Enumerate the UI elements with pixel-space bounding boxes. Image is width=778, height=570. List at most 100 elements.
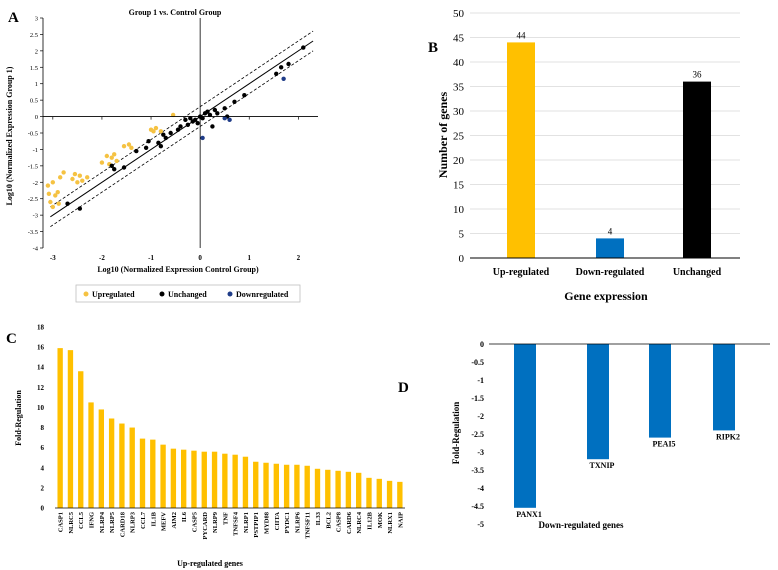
scatter-point-unchanged xyxy=(109,163,114,169)
scatter-y-tick-label: 1 xyxy=(35,81,38,88)
scatter-point-unchanged xyxy=(278,65,284,70)
gene-bar xyxy=(139,438,146,508)
scatter-point-unchanged xyxy=(286,61,291,67)
gene-name-label: CARD18 xyxy=(119,511,126,537)
gene-name-label: NLRP4 xyxy=(99,511,106,533)
scatter-point-unchanged xyxy=(158,143,164,149)
scatter-point-upregulated xyxy=(129,145,134,150)
gene-name-label: IL12B xyxy=(366,511,373,529)
gene-label-txnip: TXNIP xyxy=(590,461,615,470)
gene-name-label: NLRP3 xyxy=(130,511,137,533)
fold-regulation-y-axis-label-d: Fold-Regulation xyxy=(451,402,461,465)
scatter-panel-a: Group 1 vs. Control Group -4 -3.5 -3 -2.5 -2… xyxy=(5,8,318,303)
gene-bar xyxy=(253,461,259,508)
gene-name-label: AIM2 xyxy=(171,512,178,529)
gene-bar xyxy=(160,444,166,508)
gene-bar xyxy=(78,371,84,508)
scatter-legend-box xyxy=(75,284,301,303)
legend-marker-upregulated xyxy=(83,291,89,297)
scatter-point-upregulated xyxy=(151,129,156,134)
gene-name-label: CASP5 xyxy=(191,511,198,532)
gene-name-label: NLRX1 xyxy=(387,512,394,534)
gene-name-label: NLRP5 xyxy=(109,511,116,533)
guide-line-lower-threshold xyxy=(50,50,314,228)
gene-name-label: IL33 xyxy=(315,511,322,525)
y-tick-label: 35 xyxy=(453,82,465,94)
scatter-point-upregulated xyxy=(121,143,127,149)
scatter-point-upregulated xyxy=(114,158,119,164)
gene-bar xyxy=(222,453,228,508)
scatter-point-unchanged xyxy=(222,106,227,111)
gene-bar xyxy=(397,481,403,508)
scatter-y-tick-label: 2 xyxy=(35,48,38,55)
y-tick-label: 25 xyxy=(453,131,465,143)
scatter-point-upregulated xyxy=(109,155,114,160)
bar-down-regulated xyxy=(596,238,624,258)
scatter-y-tick-label: -3 xyxy=(33,213,38,220)
scatter-point-unchanged xyxy=(163,135,168,141)
scatter-x-tick-label: 2 xyxy=(297,254,301,262)
gene-name-label: BCL2 xyxy=(325,512,332,529)
c-y-tick-label: 12 xyxy=(37,384,45,392)
scatter-point-unchanged xyxy=(212,107,218,113)
gene-label-ripk2: RIPK2 xyxy=(716,432,740,441)
gene-label-panx1: PANX1 xyxy=(516,510,542,519)
scatter-y-tick-label: -1.5 xyxy=(28,163,38,170)
scatter-y-tick-label: 1.5 xyxy=(30,65,38,72)
scatter-point-downregulated xyxy=(200,135,205,141)
c-y-tick-label: 4 xyxy=(41,464,45,472)
gene-name-label: PYCARD xyxy=(202,512,209,540)
scatter-y-tick-label: 0.5 xyxy=(30,98,38,105)
d-y-tick-label: -0.5 xyxy=(471,358,484,367)
bar-value-label: 44 xyxy=(517,30,527,40)
y-tick-label: 10 xyxy=(453,204,465,216)
scatter-point-unchanged xyxy=(274,71,279,77)
scatter-point-unchanged xyxy=(65,201,70,206)
scatter-point-upregulated xyxy=(50,180,56,185)
category-label: Unchanged xyxy=(673,267,722,278)
gene-bar xyxy=(283,464,290,508)
gene-name-label: CIITA xyxy=(274,512,281,531)
c-y-tick-label: 14 xyxy=(37,364,45,372)
gene-label-peai5: PEAI5 xyxy=(652,440,675,449)
category-label: Up-regulated xyxy=(493,267,550,278)
d-y-tick-label: -4.5 xyxy=(471,502,484,511)
scatter-point-upregulated xyxy=(55,189,60,195)
scatter-point-unchanged xyxy=(215,111,220,116)
scatter-point-upregulated xyxy=(112,152,117,157)
d-y-tick-label: -2.5 xyxy=(471,430,484,439)
scatter-point-upregulated xyxy=(61,170,66,175)
bar-up-regulated xyxy=(507,42,535,259)
scatter-point-upregulated xyxy=(126,142,132,147)
gene-name-label: NLRC4 xyxy=(356,511,363,533)
gene-name-label: MYD88 xyxy=(264,511,271,534)
legend-label-upregulated: Upregulated xyxy=(92,290,135,299)
gene-name-label: CASP1 xyxy=(58,512,65,532)
gene-name-label: PYDC1 xyxy=(284,512,291,533)
up-regulated-x-axis-label: Up-regulated genes xyxy=(177,559,243,568)
gene-bar xyxy=(376,478,382,508)
c-y-tick-label: 2 xyxy=(41,484,45,492)
scatter-title: Group 1 vs. Control Group xyxy=(129,8,222,17)
gene-name-label: NLRP9 xyxy=(212,511,219,533)
gene-expression-x-axis-label: Gene expression xyxy=(564,289,648,303)
gene-bar xyxy=(170,448,177,508)
scatter-point-upregulated xyxy=(153,125,159,131)
gene-name-label: NLRC5 xyxy=(68,511,75,533)
scatter-point-unchanged xyxy=(143,145,149,150)
scatter-point-unchanged xyxy=(178,124,183,129)
gene-bar xyxy=(273,463,279,508)
scatter-point-upregulated xyxy=(75,180,80,185)
scatter-point-unchanged xyxy=(188,116,193,121)
category-label: Down-regulated xyxy=(576,267,645,278)
scatter-point-upregulated xyxy=(99,160,105,165)
gene-name-label: IL1B xyxy=(150,511,157,526)
y-tick-label: 45 xyxy=(453,33,465,45)
scatter-point-upregulated xyxy=(48,199,53,205)
bar-unchanged xyxy=(683,81,711,258)
c-y-tick-label: 10 xyxy=(37,404,45,412)
scatter-point-upregulated xyxy=(77,173,83,178)
scatter-y-tick-label: -2.5 xyxy=(28,196,38,203)
gene-name-label: MOK xyxy=(377,512,384,528)
scatter-point-upregulated xyxy=(72,171,78,177)
